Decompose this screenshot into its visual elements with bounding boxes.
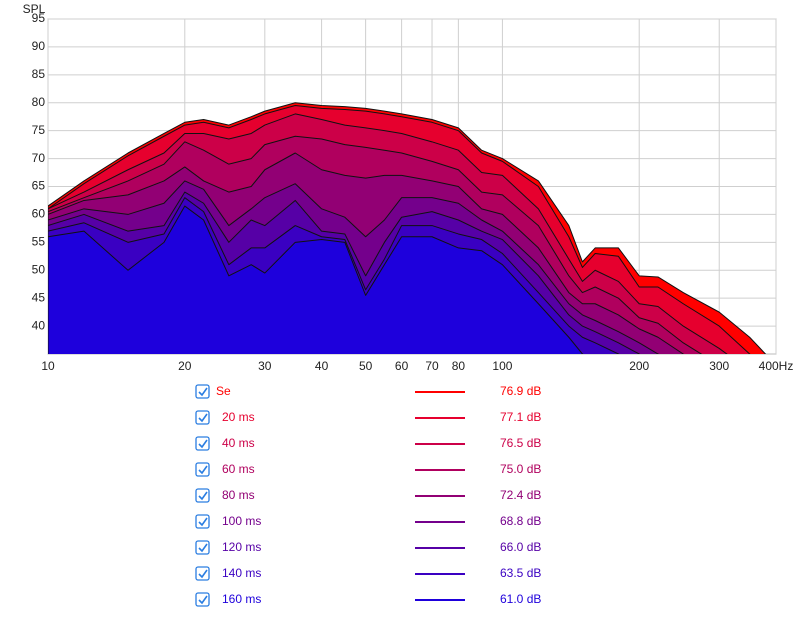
legend-value: 75.0 dB xyxy=(500,462,541,476)
legend-value: 63.5 dB xyxy=(500,566,541,580)
checkbox-box[interactable] xyxy=(195,462,210,477)
legend-checkbox[interactable] xyxy=(195,462,210,477)
checkbox-check[interactable] xyxy=(198,543,208,553)
y-tick-label: 65 xyxy=(32,179,46,193)
checkbox-box[interactable] xyxy=(195,384,210,399)
x-tick-label: 400Hz xyxy=(759,359,794,373)
legend-value: 72.4 dB xyxy=(500,488,541,502)
y-tick-label: 85 xyxy=(32,67,46,81)
y-tick-label: 95 xyxy=(32,11,46,25)
legend-value: 77.1 dB xyxy=(500,410,541,424)
y-tick-label: 55 xyxy=(32,235,46,249)
checkbox-check[interactable] xyxy=(198,465,208,475)
legend-label: 160 ms xyxy=(222,592,261,606)
y-tick-label: 70 xyxy=(32,151,46,165)
x-tick-label: 30 xyxy=(258,359,272,373)
checkbox-check[interactable] xyxy=(198,569,208,579)
legend-checkbox[interactable] xyxy=(195,592,210,607)
checkbox-box[interactable] xyxy=(195,488,210,503)
checkbox-box[interactable] xyxy=(195,514,210,529)
checkbox-check[interactable] xyxy=(198,413,208,423)
checkbox-box[interactable] xyxy=(195,436,210,451)
x-tick-label: 300 xyxy=(709,359,729,373)
y-tick-label: 80 xyxy=(32,95,46,109)
decay-area xyxy=(48,205,584,354)
checkbox-check[interactable] xyxy=(198,491,208,501)
legend-checkbox[interactable] xyxy=(195,410,210,425)
legend-label: 120 ms xyxy=(222,540,261,554)
legend-label: 100 ms xyxy=(222,514,261,528)
x-tick-label: 80 xyxy=(452,359,466,373)
checkbox-check[interactable] xyxy=(198,439,208,449)
legend-value: 61.0 dB xyxy=(500,592,541,606)
y-tick-label: 40 xyxy=(32,318,46,332)
checkbox-check[interactable] xyxy=(198,387,208,397)
x-tick-label: 70 xyxy=(425,359,439,373)
x-tick-label: 10 xyxy=(41,359,55,373)
y-tick-label: 50 xyxy=(32,262,46,276)
legend-label: 20 ms xyxy=(222,410,255,424)
y-tick-label: 90 xyxy=(32,39,46,53)
legend-value: 68.8 dB xyxy=(500,514,541,528)
x-tick-label: 20 xyxy=(178,359,192,373)
plot-layer xyxy=(48,102,767,354)
checkbox-check[interactable] xyxy=(198,517,208,527)
x-tick-label: 200 xyxy=(629,359,649,373)
x-tick-label: 50 xyxy=(359,359,373,373)
legend-label: 140 ms xyxy=(222,566,261,580)
legend-value: 76.9 dB xyxy=(500,384,541,398)
checkbox-box[interactable] xyxy=(195,410,210,425)
legend-checkbox[interactable] xyxy=(195,384,210,399)
checkbox-box[interactable] xyxy=(195,540,210,555)
y-tick-label: 75 xyxy=(32,123,46,137)
legend-label: 40 ms xyxy=(222,436,255,450)
legend-checkbox[interactable] xyxy=(195,566,210,581)
legend-checkbox[interactable] xyxy=(195,540,210,555)
legend-value: 66.0 dB xyxy=(500,540,541,554)
legend-label: 60 ms xyxy=(222,462,255,476)
legend-label: 80 ms xyxy=(222,488,255,502)
x-tick-label: 100 xyxy=(492,359,512,373)
legend-checkbox[interactable] xyxy=(195,488,210,503)
legend-checkbox[interactable] xyxy=(195,436,210,451)
checkbox-check[interactable] xyxy=(198,595,208,605)
legend-value: 76.5 dB xyxy=(500,436,541,450)
x-tick-label: 60 xyxy=(395,359,409,373)
y-tick-label: 45 xyxy=(32,290,46,304)
x-tick-label: 40 xyxy=(315,359,329,373)
checkbox-box[interactable] xyxy=(195,566,210,581)
checkbox-box[interactable] xyxy=(195,592,210,607)
legend-checkbox[interactable] xyxy=(195,514,210,529)
y-tick-label: 60 xyxy=(32,207,46,221)
legend-label: Se xyxy=(216,384,231,398)
y-axis-label: SPL xyxy=(23,2,46,16)
